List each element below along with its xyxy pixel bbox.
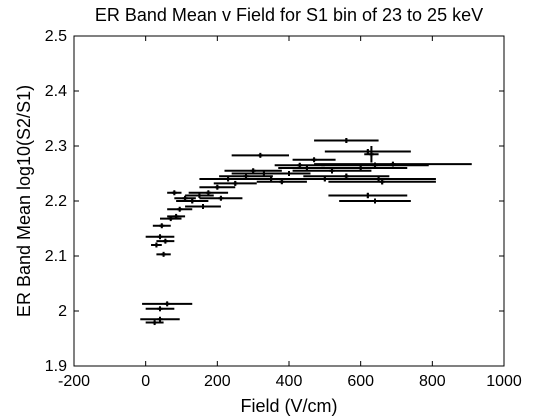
data-point [213,180,257,186]
data-point [156,251,171,257]
data-point [167,213,186,219]
x-tick-label: 1000 [486,373,522,390]
y-axis-label: ER Band Mean log10(S2/S1) [14,85,34,317]
data-point [140,316,180,322]
data-point [328,179,436,185]
data-point [256,179,307,185]
data-point [219,173,273,179]
data-point [292,168,372,174]
plot-area [73,35,505,367]
axis-ticks [73,35,505,367]
x-tick-label: 0 [141,373,150,390]
y-tick-label: 2.4 [45,83,67,100]
data-point [142,301,193,307]
data-point [185,204,221,209]
y-tick-label: 2.3 [45,138,67,155]
data-point [176,198,209,204]
data-point [145,306,175,312]
data-point [156,238,175,244]
data-point [224,168,282,174]
y-tick-label: 2.2 [45,193,67,210]
data-point [145,320,164,326]
data-point [152,223,171,229]
data-point [199,195,243,201]
data-point [292,157,336,163]
data-point [231,152,289,158]
x-axis-label: Field (V/cm) [240,396,337,416]
data-point [324,149,411,154]
data-point [267,171,311,176]
x-tick-label: 600 [347,373,374,390]
x-tick-label: 400 [276,373,303,390]
data-point [167,206,193,212]
data-point [174,195,196,201]
y-tick-label: 2 [58,303,67,320]
y-tick-label: 1.9 [45,358,67,375]
data-points [140,138,472,326]
y-tick-label: 2.5 [45,28,67,45]
data-point [185,193,214,198]
chart-title: ER Band Mean v Field for S1 bin of 23 to… [95,5,483,25]
data-point [188,190,229,196]
tick-labels: -200 0 200 400 600 800 1000 1.9 2 2.1 2.2 2.3 2.4 2.5 [45,28,522,390]
y-tick-label: 2.1 [45,248,67,265]
data-point [364,146,379,163]
data-point [246,176,297,182]
data-point [274,162,325,168]
x-tick-label: -200 [58,373,90,390]
data-point [314,165,408,171]
data-point [151,242,162,248]
data-point [145,234,175,240]
x-tick-label: 200 [204,373,231,390]
data-point [199,184,236,190]
data-point [328,192,408,199]
data-point [167,190,182,196]
data-point [339,198,411,204]
data-point [160,216,182,222]
data-point [314,161,472,167]
data-point [314,138,379,143]
x-tick-label: 800 [419,373,446,390]
